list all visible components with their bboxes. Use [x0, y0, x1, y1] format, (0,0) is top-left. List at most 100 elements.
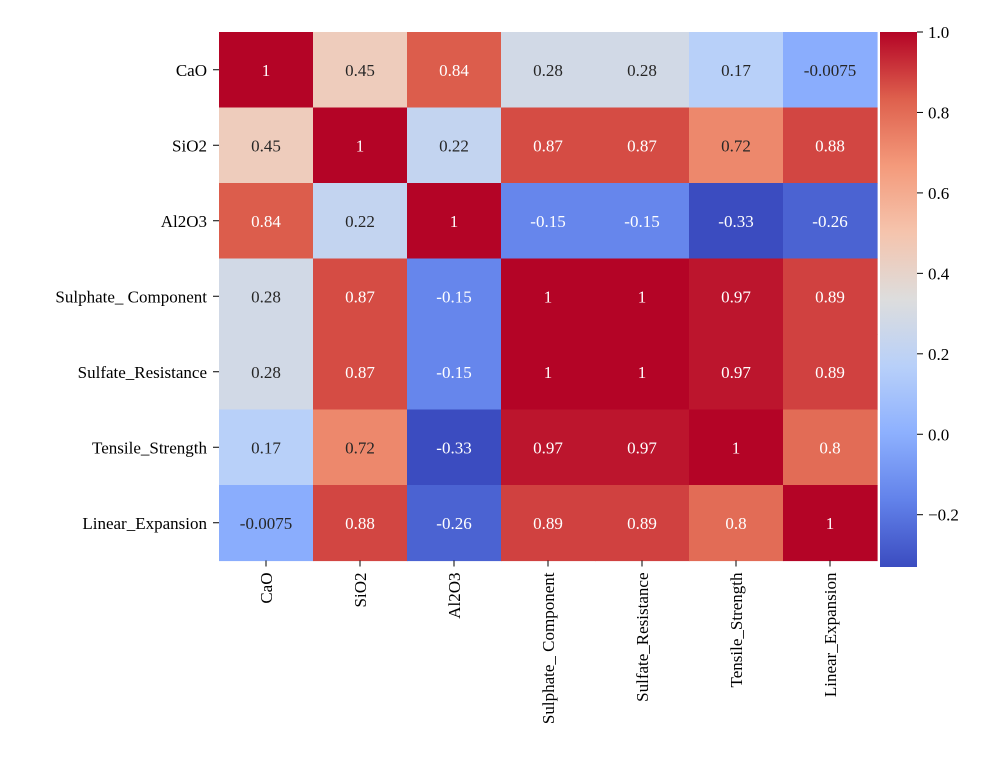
colorbar-tick-label: 1.0: [928, 23, 949, 42]
heatmap-cell-1-5: [689, 107, 784, 184]
heatmap-cell-5-5: [689, 409, 784, 486]
cell-value-label: 0.89: [533, 514, 563, 533]
cell-value-label: 0.89: [815, 287, 845, 306]
row-tick-labels: CaO SiO2 Al2O3 Sulphate_ Component Sulfate_R…: [55, 61, 219, 533]
cell-value-label: 0.8: [725, 514, 746, 533]
heatmap-cell-3-3: [501, 258, 596, 335]
cell-value-label: -0.33: [718, 212, 753, 231]
heatmap-cell-1-2: [407, 107, 502, 184]
heatmap-cell-5-3: [501, 409, 596, 486]
cell-value-label: 0.97: [721, 287, 751, 306]
cell-value-label: 1: [732, 438, 741, 457]
heatmap-cell-0-2: [407, 32, 502, 109]
heatmap-cell-5-6: [783, 409, 878, 486]
heatmap-cell-0-6: [783, 32, 878, 109]
cell-value-label: -0.15: [436, 287, 471, 306]
cell-value-label: 0.17: [251, 438, 281, 457]
cell-value-label: 0.28: [627, 61, 657, 80]
cell-value-label: 0.87: [345, 287, 375, 306]
heatmap-cell-3-5: [689, 258, 784, 335]
column-label-sio2: SiO2: [351, 573, 370, 608]
cell-value-label: 0.89: [627, 514, 657, 533]
heatmap-cell-3-4: [595, 258, 690, 335]
heatmap-cell-4-6: [783, 334, 878, 411]
cell-value-labels: 1 0.45 0.84 0.28 0.28 0.17 -0.0075 0.45 1 0.22 0.8…: [240, 61, 856, 533]
heatmap-cell-6-0: [219, 485, 314, 562]
cell-value-label: -0.0075: [240, 514, 292, 533]
cell-value-label: 0.89: [815, 363, 845, 382]
heatmap-cell-4-0: [219, 334, 314, 411]
column-label-al2o3: Al2O3: [445, 573, 464, 619]
cell-value-label: 1: [356, 136, 365, 155]
cell-value-label: 0.87: [627, 136, 657, 155]
cell-value-label: 1: [638, 287, 647, 306]
heatmap-cell-1-1: [313, 107, 408, 184]
cell-value-label: 0.28: [251, 363, 281, 382]
heatmap-cell-6-4: [595, 485, 690, 562]
cell-value-label: 0.87: [533, 136, 563, 155]
row-label-al2o3: Al2O3: [161, 212, 207, 231]
cell-value-label: 0.72: [721, 136, 751, 155]
heatmap-cell-4-5: [689, 334, 784, 411]
heatmap-cell-0-3: [501, 32, 596, 109]
heatmap-cell-4-2: [407, 334, 502, 411]
cell-value-label: 0.45: [345, 61, 375, 80]
heatmap-cell-1-6: [783, 107, 878, 184]
cell-value-label: 1: [544, 287, 553, 306]
heatmap-cell-2-3: [501, 183, 596, 260]
heatmap-cell-3-6: [783, 258, 878, 335]
heatmap-cell-5-1: [313, 409, 408, 486]
heatmap-cell-5-2: [407, 409, 502, 486]
column-label-tensile-strength: Tensile_Strength: [727, 572, 746, 687]
colorbar: 1.0 0.8 0.6 0.4 0.2 0.0 −0.2: [880, 23, 959, 567]
heatmap-cell-2-5: [689, 183, 784, 260]
heatmap-cell-6-1: [313, 485, 408, 562]
cell-value-label: 0.22: [439, 136, 469, 155]
heatmap-cell-3-1: [313, 258, 408, 335]
heatmap-cell-0-4: [595, 32, 690, 109]
heatmap-cell-2-2: [407, 183, 502, 260]
column-label-sulfate-resistance: Sulfate_Resistance: [633, 573, 652, 702]
column-label-sulphate-component: Sulphate_ Component: [539, 572, 558, 724]
cell-value-label: 1: [544, 363, 553, 382]
heatmap-cell-5-0: [219, 409, 314, 486]
row-label-sio2: SiO2: [172, 136, 207, 155]
heatmap-cell-3-0: [219, 258, 314, 335]
cell-value-label: -0.33: [436, 438, 471, 457]
cell-value-label: -0.0075: [804, 61, 856, 80]
row-label-linear-expansion: Linear_Expansion: [82, 514, 207, 533]
heatmap-cell-2-1: [313, 183, 408, 260]
heatmap-cell-6-6: [783, 485, 878, 562]
cell-value-label: 1: [638, 363, 647, 382]
cell-value-label: 0.45: [251, 136, 281, 155]
cell-value-label: -0.26: [436, 514, 471, 533]
cell-value-label: 0.97: [533, 438, 563, 457]
colorbar-tick-label: 0.8: [928, 103, 949, 122]
cell-value-label: 0.28: [533, 61, 563, 80]
cell-value-label: 0.28: [251, 287, 281, 306]
heatmap-cell-0-0: [219, 32, 314, 109]
colorbar-tick-label: 0.0: [928, 425, 949, 444]
cell-value-label: 0.88: [345, 514, 375, 533]
heatmap-cell-5-4: [595, 409, 690, 486]
cell-value-label: 0.97: [721, 363, 751, 382]
colorbar-tick-label: −0.2: [928, 506, 959, 525]
cell-value-label: 0.84: [251, 212, 281, 231]
colorbar-tick-label: 0.2: [928, 345, 949, 364]
cell-value-label: 0.87: [345, 363, 375, 382]
heatmap-cell-6-2: [407, 485, 502, 562]
heatmap-cell-6-3: [501, 485, 596, 562]
cell-value-label: 1: [826, 514, 835, 533]
heatmap-cell-0-1: [313, 32, 408, 109]
heatmap-cell-0-5: [689, 32, 784, 109]
heatmap-cell-4-1: [313, 334, 408, 411]
cell-value-label: 1: [450, 212, 459, 231]
cell-value-label: -0.15: [530, 212, 565, 231]
cell-value-label: -0.26: [812, 212, 847, 231]
column-label-linear-expansion: Linear_Expansion: [821, 572, 840, 697]
row-label-sulfate-resistance: Sulfate_Resistance: [78, 363, 207, 382]
heatmap-cell-2-6: [783, 183, 878, 260]
column-label-cao: CaO: [257, 573, 276, 604]
heatmap-cell-6-5: [689, 485, 784, 562]
